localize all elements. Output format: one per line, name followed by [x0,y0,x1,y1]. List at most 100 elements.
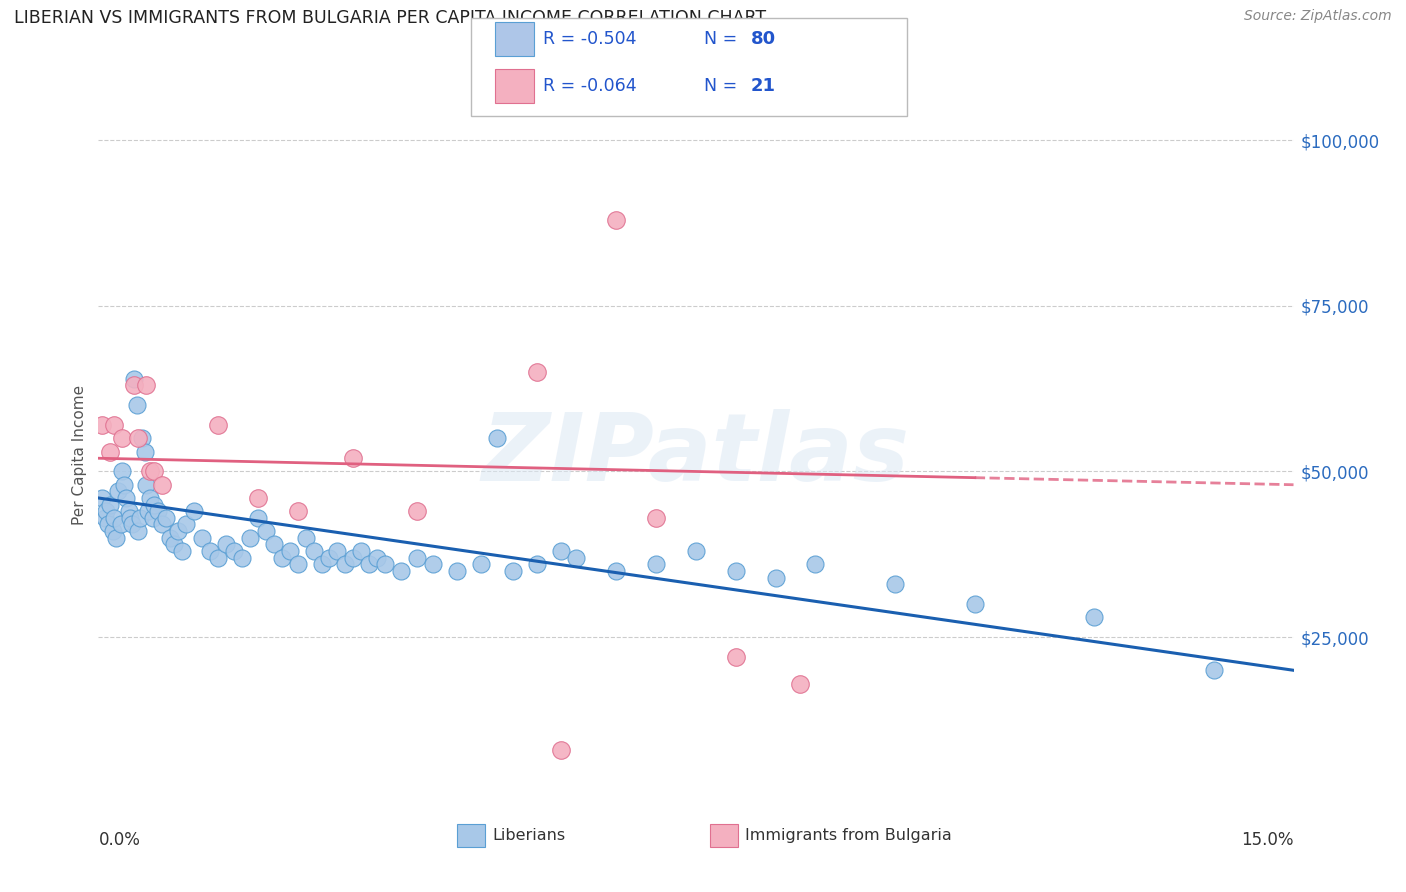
Point [605,212,627,227]
Point [502,564,524,578]
Point [143,465,166,479]
Point [342,550,364,565]
Point [98,444,122,458]
Text: Liberians: Liberians [492,829,565,843]
Point [155,511,177,525]
Point [1083,610,1105,624]
Text: LIBERIAN VS IMMIGRANTS FROM BULGARIA PER CAPITA INCOME CORRELATION CHART: LIBERIAN VS IMMIGRANTS FROM BULGARIA PER… [14,9,766,27]
Point [246,511,269,525]
Point [246,491,269,505]
Point [311,558,333,572]
Point [135,378,157,392]
Point [107,484,129,499]
Point [110,517,132,532]
Point [98,498,122,512]
Point [150,517,173,532]
Text: 21: 21 [751,77,776,95]
Point [350,544,373,558]
Point [342,451,364,466]
Point [326,544,349,558]
Point [111,465,134,479]
Point [124,372,146,386]
Point [127,524,149,538]
Text: R = -0.504: R = -0.504 [543,30,637,48]
Point [143,498,166,512]
Point [103,511,125,525]
Text: N =: N = [704,77,744,95]
Point [406,504,429,518]
Point [406,550,429,565]
Point [121,517,143,532]
Point [134,444,156,458]
Point [127,431,149,445]
Point [118,504,141,518]
Point [174,517,197,532]
Point [112,477,135,491]
Point [97,517,120,532]
Point [163,537,186,551]
Text: 0.0%: 0.0% [98,830,141,848]
Point [172,544,194,558]
Point [470,558,492,572]
Point [294,531,316,545]
Point [804,558,827,572]
Point [115,491,138,505]
Point [287,558,309,572]
Y-axis label: Per Capita Income: Per Capita Income [72,384,87,525]
Point [239,531,262,545]
Text: 80: 80 [751,30,776,48]
Point [167,524,190,538]
Point [287,504,309,518]
Point [96,504,118,518]
Point [446,564,468,578]
Point [91,418,114,433]
Point [963,597,986,611]
Text: Source: ZipAtlas.com: Source: ZipAtlas.com [1244,9,1392,23]
Point [278,544,301,558]
Point [765,570,787,584]
Point [222,544,245,558]
Point [645,511,668,525]
Point [136,504,159,518]
Point [374,558,396,572]
Point [485,431,508,445]
Point [94,511,117,525]
Point [263,537,285,551]
Point [111,431,134,445]
Text: R = -0.064: R = -0.064 [543,77,637,95]
Point [302,544,325,558]
Point [103,418,125,433]
Point [148,504,170,518]
Point [366,550,388,565]
Point [120,511,142,525]
Point [789,676,811,690]
Point [207,418,229,433]
Point [724,564,747,578]
Point [389,564,412,578]
Point [207,550,229,565]
Point [124,378,146,392]
Point [526,365,548,379]
Point [150,477,173,491]
Point [550,743,572,757]
Point [159,531,181,545]
Point [359,558,381,572]
Point [101,524,124,538]
Point [104,531,127,545]
Point [131,431,153,445]
Point [139,491,162,505]
Point [335,558,357,572]
Text: 15.0%: 15.0% [1241,830,1294,848]
Point [685,544,707,558]
Text: Immigrants from Bulgaria: Immigrants from Bulgaria [745,829,952,843]
Point [191,531,214,545]
Point [198,544,221,558]
Point [91,491,114,505]
Point [231,550,253,565]
Point [565,550,588,565]
Point [422,558,444,572]
Point [318,550,340,565]
Point [139,465,162,479]
Point [215,537,238,551]
Point [128,511,150,525]
